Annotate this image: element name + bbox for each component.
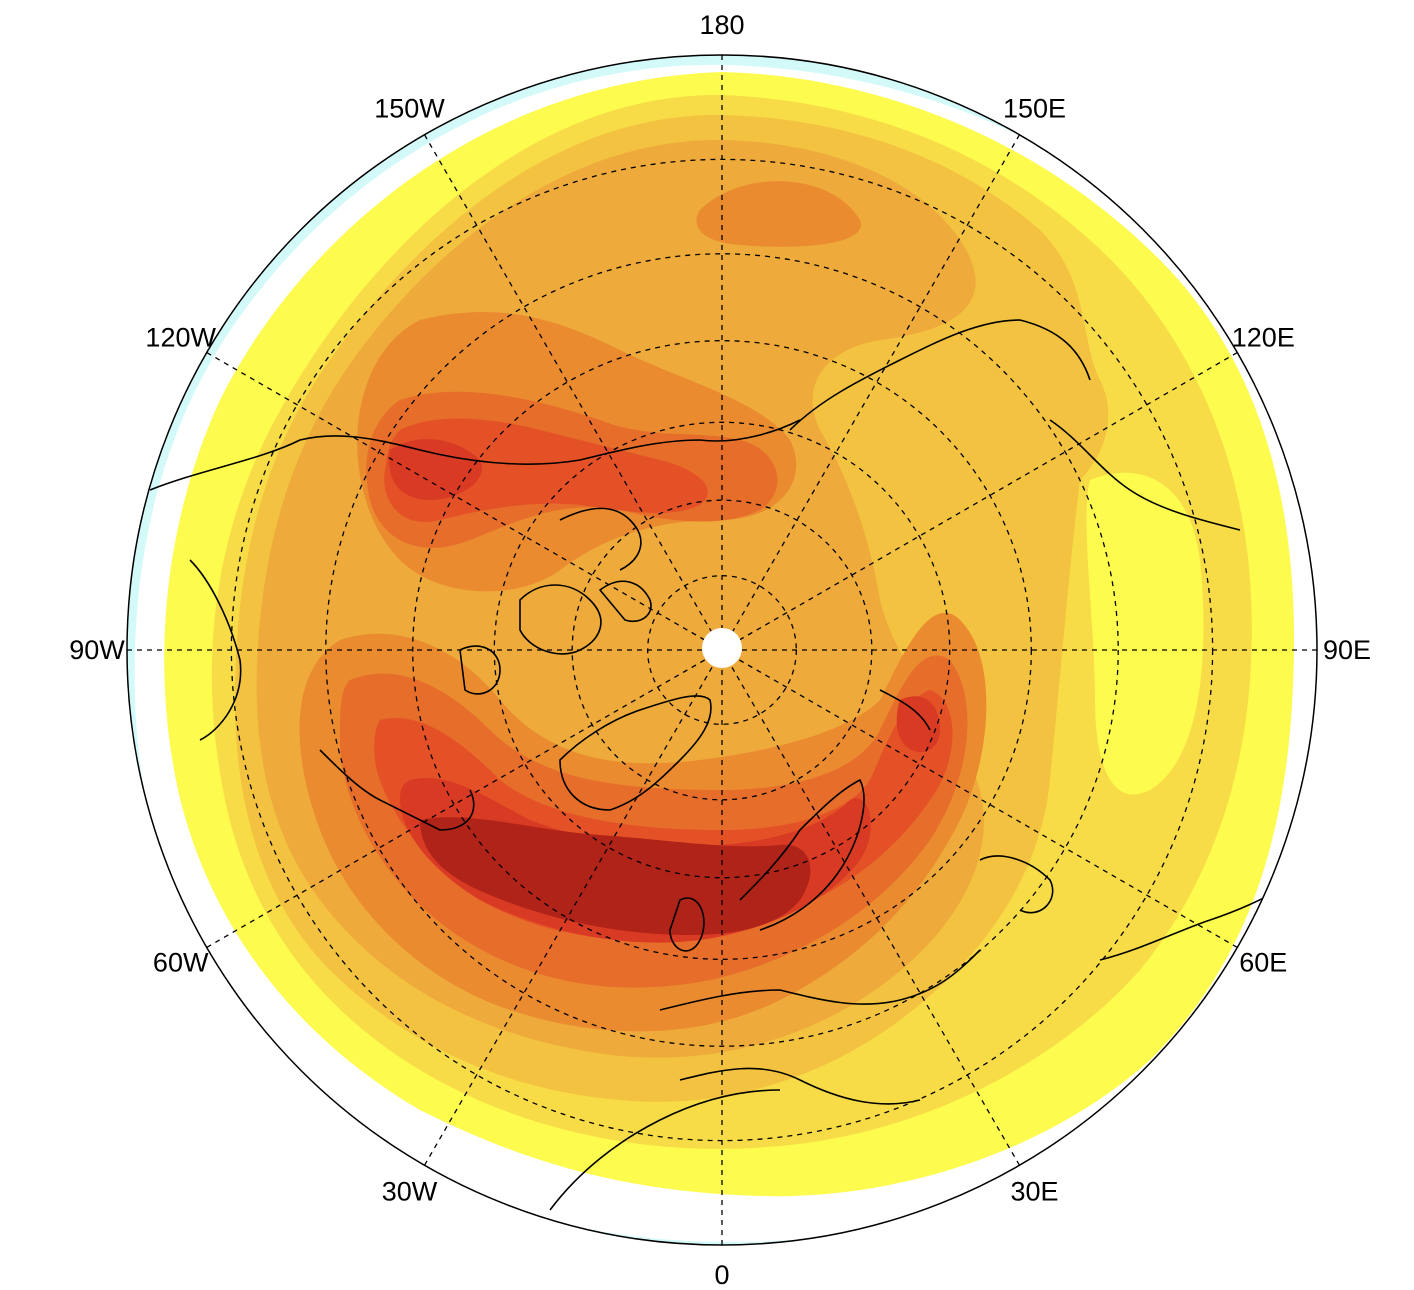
latitude-circle-40: [325, 253, 1119, 1047]
latitude-circle-70: [571, 499, 873, 801]
longitude-label-lon-180: 180: [699, 10, 744, 40]
longitude-label-lon-0: 0: [714, 1260, 729, 1290]
north-pole-marker: [702, 628, 742, 668]
longitude-label-lon-120e: 120E: [1232, 323, 1295, 353]
longitude-label-lon-60e: 60E: [1239, 948, 1287, 978]
coastlines: [149, 319, 1281, 1211]
field-band-dark-red: [420, 817, 811, 935]
latitude-circle-60: [493, 421, 951, 879]
coastline-north-america: [149, 419, 801, 831]
latitude-circle-50: [412, 340, 1032, 960]
longitude-label-lon-90w: 90W: [69, 635, 125, 665]
coastline-europe: [659, 779, 981, 1105]
coastline-africa: [549, 1089, 781, 1211]
longitude-label-lon-30e: 30E: [1010, 1176, 1058, 1206]
longitude-label-lon-120w: 120W: [145, 323, 216, 353]
longitude-label-lon-30w: 30W: [382, 1176, 438, 1206]
map-boundary: [126, 54, 1318, 1246]
field-band-red-orange: [374, 418, 953, 940]
coastline-greenland: [559, 695, 712, 811]
longitude-label-lon-150e: 150E: [1003, 94, 1066, 124]
longitude-label-lon-60w: 60W: [153, 948, 209, 978]
coastline-asia: [789, 319, 1281, 961]
longitude-label-lon-90e: 90E: [1323, 635, 1371, 665]
coastline-canadian-archipelago: [459, 580, 652, 695]
graticule: [127, 55, 1317, 1245]
longitude-label-lon-150w: 150W: [374, 94, 445, 124]
field-band-gold-east: [1086, 472, 1204, 795]
longitude-labels: 180 150E 120E 90E 60E 30E 0 30W 60W 90W 120W 150W: [69, 10, 1371, 1290]
